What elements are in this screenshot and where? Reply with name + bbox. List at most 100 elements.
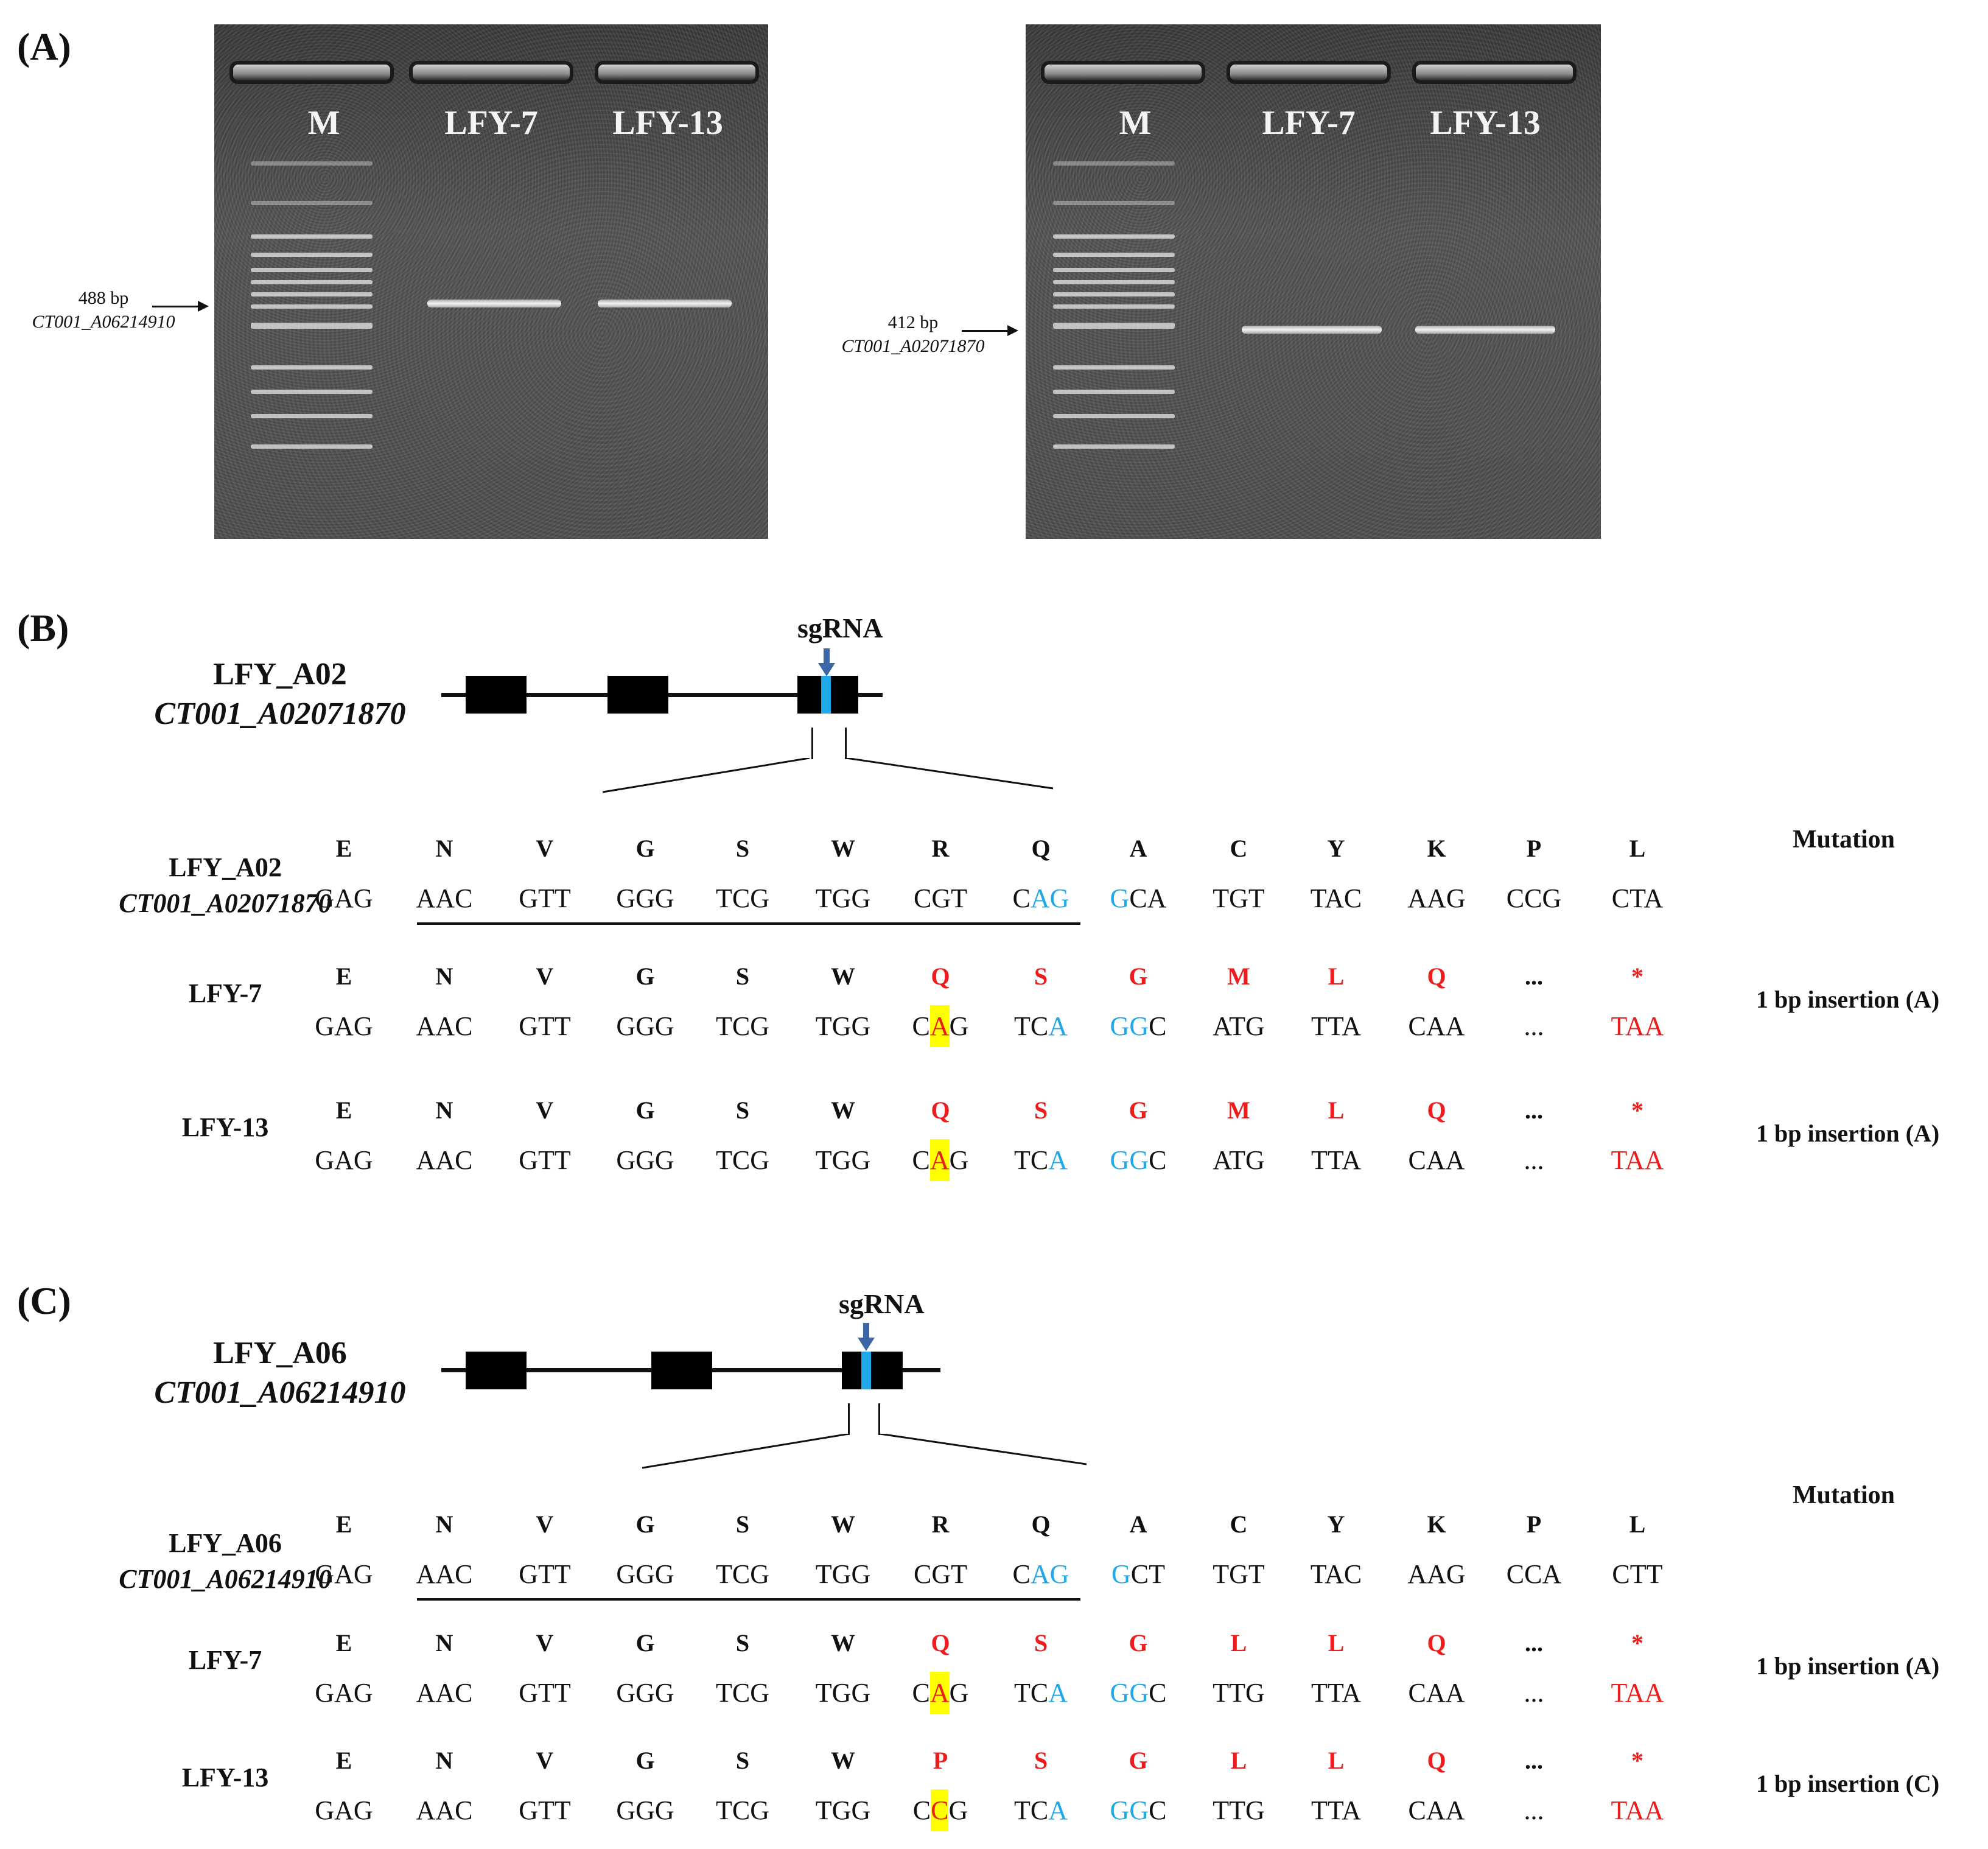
zoom-tick-right — [845, 728, 847, 759]
amino-acid: S — [735, 1747, 750, 1774]
amino-acid: ... — [1525, 963, 1543, 990]
amino-acid: N — [435, 963, 453, 990]
exon-2 — [651, 1352, 712, 1389]
amino-acid: N — [435, 1096, 453, 1124]
codon: GAG — [315, 1011, 373, 1041]
codon: AAG — [1407, 883, 1466, 913]
codon: ATG — [1213, 1145, 1265, 1175]
codon: GTT — [519, 1795, 571, 1825]
sgrna-arrow-icon — [818, 648, 835, 676]
codon: CAG — [1012, 883, 1069, 913]
arrow-left-head — [198, 301, 209, 312]
amino-acid: A — [1129, 835, 1147, 862]
amino-acid: L — [1230, 1747, 1247, 1774]
gel-image-left: M LFY-7 LFY-13 — [214, 24, 768, 539]
amino-acid: Q — [1427, 963, 1446, 990]
amino-acid: ... — [1525, 1096, 1543, 1124]
amino-acid: L — [1230, 1629, 1247, 1657]
amino-acid: Y — [1327, 835, 1345, 862]
zoom-tick-right — [878, 1403, 880, 1435]
codon: GGC — [1110, 1795, 1167, 1825]
codon: GTT — [519, 1011, 571, 1041]
mutation-header-c: Mutation — [1793, 1481, 1895, 1509]
line-label: LFY-7 — [188, 1645, 262, 1675]
codon: TTA — [1311, 1011, 1362, 1041]
codon: TCG — [715, 1559, 770, 1589]
gene-title-b: LFY_A02 CT001_A02071870 — [154, 657, 406, 731]
lane-label-lfy13: LFY-13 — [612, 104, 723, 142]
codon: ... — [1524, 1145, 1544, 1175]
amino-acid: L — [1328, 1096, 1345, 1124]
amino-acid: P — [1526, 835, 1542, 862]
codon: TTA — [1311, 1678, 1362, 1708]
amino-acid: G — [635, 1747, 655, 1774]
amino-acid: E — [335, 1747, 352, 1774]
amino-acid: G — [1129, 1747, 1148, 1774]
zoom-lines — [642, 1434, 1087, 1469]
amino-acid: M — [1227, 1096, 1250, 1124]
codon: TAA — [1611, 1145, 1664, 1175]
codon: CTT — [1612, 1559, 1663, 1589]
codon: GTT — [519, 1678, 571, 1708]
arrow-right — [962, 330, 1010, 332]
amino-acid: Q — [931, 1096, 950, 1124]
reference-label: LFY_A02 CT001_A02071870 — [119, 852, 332, 919]
amino-acid: G — [1129, 1629, 1148, 1657]
arrow-left — [152, 306, 201, 307]
codon: TGG — [815, 1559, 871, 1589]
codon: TAC — [1310, 1559, 1362, 1589]
lane-label-lfy7: LFY-7 — [444, 104, 538, 142]
sgrna-target-site — [821, 676, 831, 714]
amino-acid: V — [536, 1510, 554, 1538]
lane-label-marker: M — [307, 104, 340, 142]
codon: TCG — [715, 1011, 770, 1041]
zoom-tick-left — [848, 1403, 850, 1435]
codon: AAC — [416, 1145, 473, 1175]
codon: GCA — [1110, 883, 1167, 913]
codon: GTT — [519, 883, 571, 913]
codon: GGC — [1110, 1145, 1167, 1175]
amino-acid: G — [635, 835, 655, 862]
exon-1 — [466, 676, 527, 714]
codon: GAG — [315, 1678, 373, 1708]
amino-acid: K — [1427, 835, 1446, 862]
amino-acid: L — [1328, 1629, 1345, 1657]
size-annotation-right: 412 bp CT001_A02071870 — [841, 312, 985, 356]
band-lfy7 — [427, 300, 561, 307]
codon: CAG — [892, 1005, 989, 1047]
codon: CGT — [913, 1559, 968, 1589]
lane-label-marker: M — [1119, 104, 1152, 142]
amino-acid: A — [1129, 1510, 1147, 1538]
mutation-description: 1 bp insertion (C) — [1756, 1770, 1940, 1797]
codon: TGG — [815, 883, 871, 913]
codon: TCA — [1013, 1678, 1068, 1708]
amino-acid: R — [931, 1510, 950, 1538]
sgrna-underline — [417, 1598, 1080, 1601]
codon: ... — [1524, 1678, 1544, 1708]
amino-acid: W — [831, 1747, 855, 1774]
amino-acid: Q — [931, 1629, 950, 1657]
codon: CCA — [1506, 1559, 1562, 1589]
zoom-tick-left — [811, 728, 813, 759]
codon: GTT — [519, 1559, 571, 1589]
amino-acid: ... — [1525, 1747, 1543, 1774]
amino-acid: Q — [1427, 1629, 1446, 1657]
mutation-header-b: Mutation — [1793, 826, 1895, 854]
amino-acid: S — [735, 1510, 750, 1538]
codon: AAC — [416, 1678, 473, 1708]
amino-acid: P — [1526, 1510, 1542, 1538]
sgrna-target-site — [861, 1352, 871, 1389]
amino-acid: P — [933, 1747, 948, 1774]
codon: TGG — [815, 1011, 871, 1041]
codon: GAG — [315, 1559, 373, 1589]
codon: AAC — [416, 1559, 473, 1589]
amino-acid: E — [335, 963, 352, 990]
amino-acid: L — [1328, 963, 1345, 990]
codon: TGG — [815, 1795, 871, 1825]
codon: CCG — [1506, 883, 1562, 913]
amino-acid: L — [1328, 1747, 1345, 1774]
amino-acid: W — [831, 963, 855, 990]
amino-acid: Q — [1031, 835, 1051, 862]
amino-acid: N — [435, 835, 453, 862]
codon: GGG — [616, 1145, 674, 1175]
